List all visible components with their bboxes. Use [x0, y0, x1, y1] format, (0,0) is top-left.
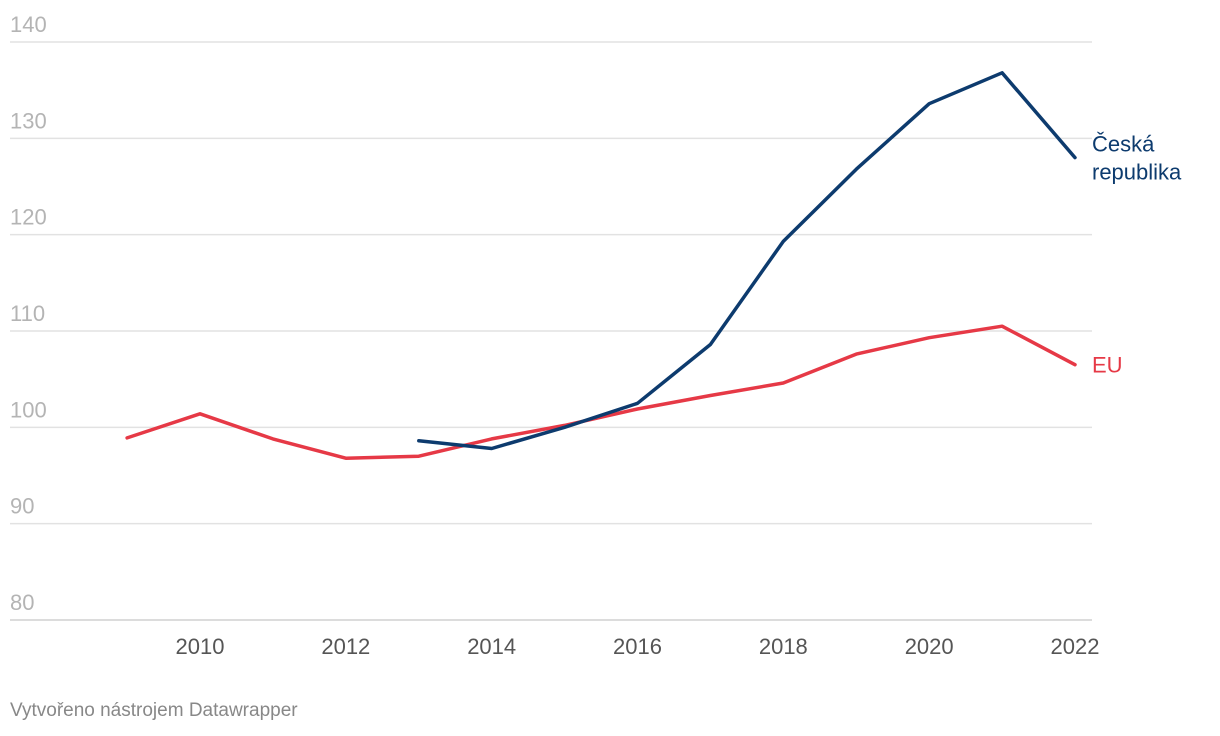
credit-text: Vytvořeno nástrojem Datawrapper: [10, 700, 298, 721]
y-axis: 80 90 100 110 120 130 140: [10, 12, 47, 615]
x-tick-label-2014: 2014: [467, 634, 516, 659]
line-chart: 80 90 100 110 120 130 140 2010 2012 2014 2016 2018…: [10, 12, 1182, 659]
x-tick-label-2012: 2012: [321, 634, 370, 659]
x-tick-label-2018: 2018: [759, 634, 808, 659]
y-tick-label-140: 140: [10, 12, 47, 37]
y-tick-label-130: 130: [10, 108, 47, 133]
x-tick-label-2020: 2020: [905, 634, 954, 659]
series-label-ceska-republika: Česká republika: [1092, 132, 1182, 185]
series-line-eu: [125, 324, 1077, 460]
y-tick-label-110: 110: [10, 301, 45, 326]
gridlines: [10, 41, 1092, 621]
x-tick-label-2016: 2016: [613, 634, 662, 659]
y-tick-label-100: 100: [10, 397, 47, 422]
series-lines: [125, 71, 1077, 460]
series-label-eu: EU: [1092, 353, 1123, 378]
x-tick-label-2022: 2022: [1051, 634, 1100, 659]
series-line-ceska-republika: [417, 71, 1077, 451]
x-axis: 2010 2012 2014 2016 2018 2020 2022: [176, 634, 1100, 659]
y-tick-label-120: 120: [10, 205, 47, 230]
y-tick-label-80: 80: [10, 590, 34, 615]
x-tick-label-2010: 2010: [176, 634, 225, 659]
y-tick-label-90: 90: [10, 494, 34, 519]
series-labels: EU Česká republika: [1092, 132, 1182, 378]
